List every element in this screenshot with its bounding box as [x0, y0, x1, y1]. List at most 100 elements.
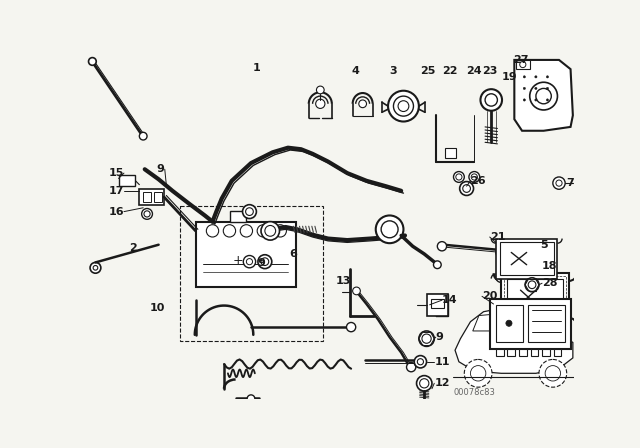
Circle shape — [206, 225, 219, 237]
Text: 10: 10 — [149, 303, 164, 313]
Text: 4: 4 — [351, 66, 359, 76]
Bar — [528, 305, 565, 342]
Circle shape — [520, 61, 526, 68]
Bar — [526, 326, 537, 333]
Bar — [508, 349, 515, 356]
Bar — [542, 349, 550, 356]
Text: -: - — [259, 254, 263, 267]
Text: 9: 9 — [436, 332, 444, 342]
Circle shape — [261, 222, 280, 240]
Text: 13: 13 — [336, 276, 351, 286]
Bar — [531, 349, 538, 356]
Circle shape — [463, 185, 470, 192]
Circle shape — [261, 258, 269, 266]
Circle shape — [471, 174, 477, 180]
Polygon shape — [427, 294, 448, 315]
Circle shape — [496, 271, 507, 282]
Text: 9: 9 — [257, 258, 265, 268]
Circle shape — [246, 208, 253, 215]
Circle shape — [376, 215, 403, 243]
Text: 9: 9 — [156, 164, 164, 174]
Circle shape — [456, 174, 462, 180]
Text: 27: 27 — [513, 55, 528, 65]
Circle shape — [528, 281, 536, 289]
Bar — [500, 242, 554, 275]
Bar — [445, 148, 456, 159]
Circle shape — [553, 177, 565, 190]
Circle shape — [464, 359, 492, 387]
Bar — [554, 349, 561, 356]
Bar — [180, 206, 323, 341]
Text: 6: 6 — [289, 249, 298, 259]
Circle shape — [539, 359, 566, 387]
Text: 18: 18 — [542, 260, 557, 271]
Bar — [496, 238, 557, 279]
Bar — [118, 176, 136, 186]
Bar — [143, 192, 151, 202]
Circle shape — [346, 323, 356, 332]
Circle shape — [140, 132, 147, 140]
Circle shape — [506, 320, 512, 326]
Text: 26: 26 — [470, 176, 486, 186]
Text: 21: 21 — [490, 232, 505, 242]
Text: 3: 3 — [390, 66, 397, 76]
Circle shape — [498, 250, 504, 255]
Text: 28: 28 — [542, 278, 557, 288]
Circle shape — [547, 76, 548, 78]
Text: 17: 17 — [109, 186, 124, 196]
Circle shape — [535, 76, 537, 78]
Circle shape — [419, 331, 435, 346]
Circle shape — [498, 274, 504, 280]
Circle shape — [257, 225, 269, 237]
Text: 1: 1 — [253, 63, 260, 73]
Polygon shape — [497, 313, 519, 331]
Circle shape — [247, 395, 255, 403]
Text: 00078c83: 00078c83 — [453, 388, 495, 397]
Circle shape — [535, 99, 537, 101]
Bar — [519, 349, 527, 356]
Circle shape — [88, 58, 96, 65]
Circle shape — [316, 99, 325, 108]
Circle shape — [240, 225, 253, 237]
Bar — [230, 211, 246, 222]
Circle shape — [530, 82, 557, 110]
Bar — [496, 349, 504, 356]
Text: 2: 2 — [129, 243, 137, 253]
Bar — [196, 222, 296, 287]
Bar — [154, 192, 162, 202]
Circle shape — [394, 96, 413, 116]
Circle shape — [316, 86, 324, 94]
Circle shape — [469, 172, 480, 182]
Text: 15: 15 — [109, 168, 124, 178]
Circle shape — [258, 255, 272, 269]
Circle shape — [141, 208, 152, 220]
Circle shape — [417, 375, 432, 391]
Text: +: + — [232, 254, 243, 267]
Circle shape — [274, 225, 287, 237]
Text: 19: 19 — [501, 72, 517, 82]
Circle shape — [359, 100, 367, 108]
Circle shape — [535, 87, 537, 90]
Circle shape — [422, 334, 431, 343]
Bar — [431, 299, 444, 308]
Circle shape — [246, 258, 253, 265]
Circle shape — [460, 181, 474, 195]
Circle shape — [433, 261, 441, 269]
Circle shape — [223, 225, 236, 237]
Circle shape — [243, 205, 257, 219]
Bar — [496, 305, 523, 342]
Circle shape — [523, 99, 525, 101]
Polygon shape — [522, 314, 542, 332]
Circle shape — [388, 91, 419, 121]
Text: 22: 22 — [442, 66, 458, 76]
Circle shape — [556, 180, 562, 186]
Text: 12: 12 — [435, 378, 450, 388]
Circle shape — [496, 247, 507, 258]
Text: 20: 20 — [482, 291, 497, 302]
Bar — [508, 280, 563, 319]
Circle shape — [265, 225, 276, 236]
Bar — [501, 273, 569, 326]
Text: 14: 14 — [442, 295, 458, 305]
Circle shape — [353, 287, 360, 295]
Circle shape — [547, 99, 548, 101]
